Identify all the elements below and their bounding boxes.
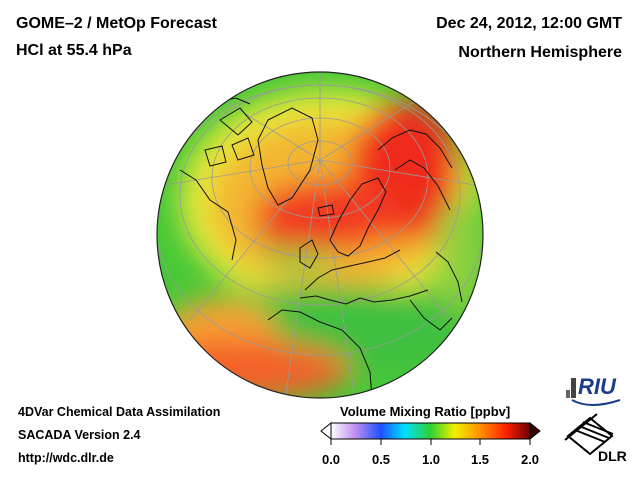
colorbar-title: Volume Mixing Ratio [ppbv] xyxy=(340,404,511,419)
riu-logo-text: RIU xyxy=(578,374,616,399)
forecast-datetime: Dec 24, 2012, 12:00 GMT xyxy=(436,15,622,32)
colorbar-tick: 1.5 xyxy=(470,452,490,467)
colorbar xyxy=(320,421,541,445)
colorbar-tick: 1.0 xyxy=(421,452,441,467)
map-title: GOME–2 / MetOp Forecast xyxy=(16,15,217,32)
dlr-logo xyxy=(564,413,614,456)
colorbar-high-arrow xyxy=(529,421,541,441)
colorbar-gradient xyxy=(330,422,531,440)
source-url: http://wdc.dlr.de xyxy=(18,451,114,465)
globe-outline xyxy=(156,71,484,399)
dlr-logo-text: DLR xyxy=(598,448,627,464)
assimilation-label: 4DVar Chemical Data Assimilation xyxy=(18,405,221,419)
graticule xyxy=(157,72,483,398)
colorbar-tick: 2.0 xyxy=(520,452,540,467)
riu-logo xyxy=(566,378,621,406)
colorbar-low-arrow xyxy=(320,421,332,441)
hemisphere-label: Northern Hemisphere xyxy=(458,44,622,61)
map-subtitle: HCl at 55.4 hPa xyxy=(16,42,132,59)
version-label: SACADA Version 2.4 xyxy=(18,428,141,442)
colorbar-tick: 0.0 xyxy=(321,452,341,467)
vmr-field xyxy=(157,72,483,398)
colorbar-tick: 0.5 xyxy=(371,452,391,467)
